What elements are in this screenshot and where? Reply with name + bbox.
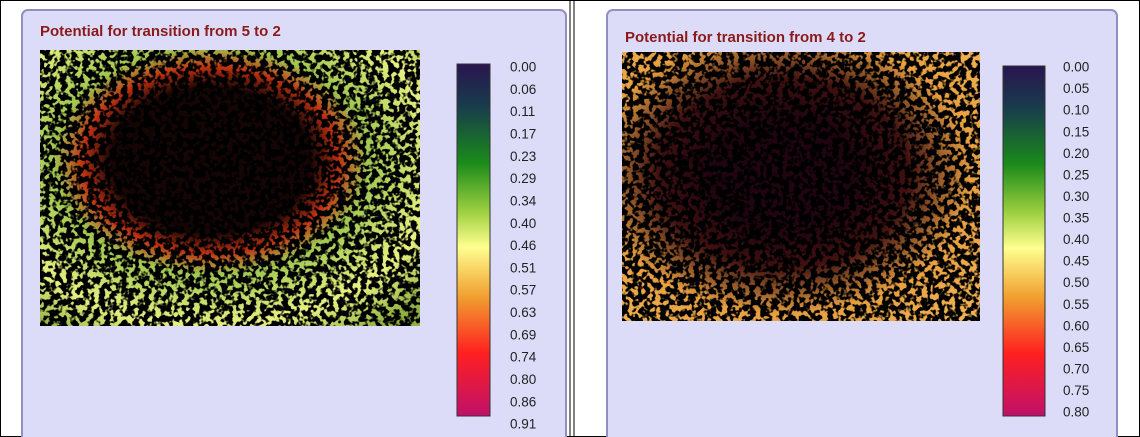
legend-label: 0.74 xyxy=(510,350,537,365)
legend-label: 0.45 xyxy=(1063,254,1089,269)
legend-label: 0.29 xyxy=(510,171,536,186)
legend-label: 0.69 xyxy=(510,327,536,342)
legend-label: 0.11 xyxy=(510,104,535,119)
legend-label: 0.63 xyxy=(510,305,536,320)
legend-label: 0.17 xyxy=(510,127,536,142)
legend-label: 0.15 xyxy=(1063,124,1089,139)
legend-label: 0.57 xyxy=(510,283,536,298)
colorbar xyxy=(456,63,491,417)
legend-label: 0.75 xyxy=(1063,383,1089,398)
legend-label: 0.80 xyxy=(1063,405,1089,420)
legend-label: 0.51 xyxy=(510,260,536,275)
legend-label: 0.06 xyxy=(510,82,536,97)
legend-label: 0.46 xyxy=(510,238,536,253)
colorbar xyxy=(1002,65,1046,417)
panel-title: Potential for transition from 4 to 2 xyxy=(625,29,866,46)
legend-label: 0.20 xyxy=(1063,146,1089,161)
legend-label: 0.30 xyxy=(1063,189,1089,204)
legend-label: 0.34 xyxy=(510,193,537,208)
legend-label: 0.40 xyxy=(510,216,536,231)
legend-label: 0.23 xyxy=(510,149,536,164)
legend-label: 0.80 xyxy=(510,372,536,387)
legend-labels: 0.00 0.06 0.11 0.17 0.23 0.29 0.34 0.40 0.46 0.51… xyxy=(510,60,1089,432)
panel-title: Potential for transition from 5 to 2 xyxy=(40,23,281,40)
legend-label: 0.50 xyxy=(1063,275,1089,290)
legend-label: 0.25 xyxy=(1063,167,1089,182)
legend-label: 0.70 xyxy=(1063,361,1089,376)
legend-label: 0.35 xyxy=(1063,211,1089,226)
legend-label: 0.00 xyxy=(1063,60,1089,75)
legend-label: 0.05 xyxy=(1063,81,1089,96)
legend-label: 0.55 xyxy=(1063,297,1089,312)
legend-label: 0.86 xyxy=(510,394,536,409)
map-speckle xyxy=(40,50,420,326)
legend-label: 0.65 xyxy=(1063,340,1089,355)
legend-label: 0.10 xyxy=(1063,103,1089,118)
legend-label: 0.60 xyxy=(1063,318,1089,333)
legend-label: 0.91 xyxy=(510,417,536,432)
legend-label: 0.00 xyxy=(510,60,536,75)
legend-label: 0.40 xyxy=(1063,232,1089,247)
map-speckle xyxy=(622,52,980,321)
